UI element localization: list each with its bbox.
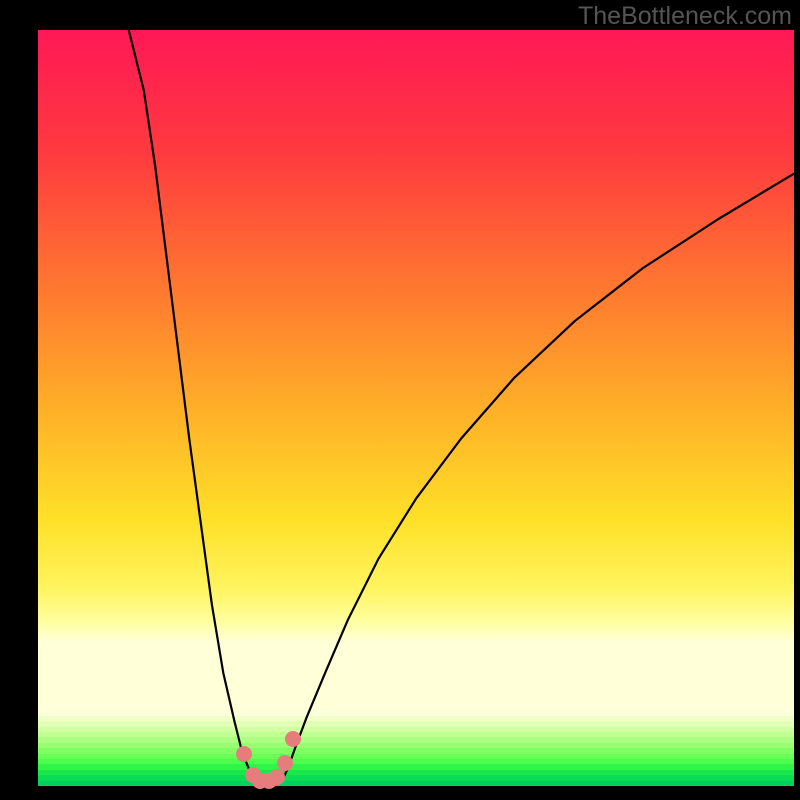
chart-frame: [0, 0, 800, 800]
trough-marker: [236, 746, 252, 762]
watermark-text: TheBottleneck.com: [578, 2, 792, 31]
left-curve: [129, 30, 258, 781]
trough-marker: [277, 755, 293, 771]
plot-area: [38, 30, 794, 786]
curve-layer: [38, 30, 794, 786]
trough-marker: [269, 769, 285, 785]
trough-marker: [285, 731, 301, 747]
right-curve: [281, 174, 794, 782]
